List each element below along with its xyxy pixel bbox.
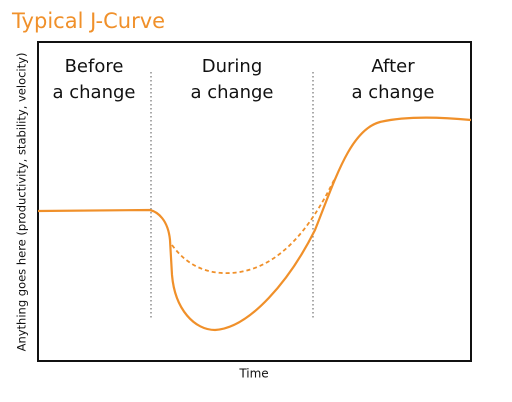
- phase-label: After: [371, 56, 415, 77]
- phase-label: a change: [53, 82, 136, 103]
- j-curve: [37, 116, 472, 332]
- phase-label: Before: [65, 56, 124, 77]
- x-axis-label: Time: [238, 367, 268, 381]
- phase-label: During: [202, 56, 263, 77]
- expected-curve: [171, 177, 336, 275]
- title: Typical J-Curve: [11, 9, 165, 33]
- y-axis-label: Anything goes here (productivity, stabil…: [15, 53, 29, 352]
- phase-label: a change: [191, 82, 274, 103]
- plot-frame: [37, 41, 472, 362]
- phase-label: a change: [352, 82, 435, 103]
